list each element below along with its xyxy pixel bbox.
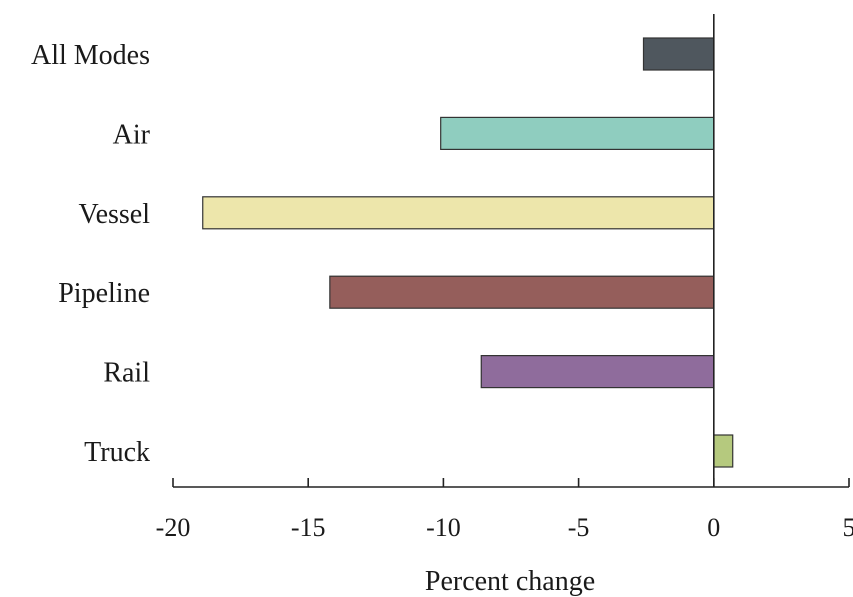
category-label: Rail: [103, 358, 150, 389]
category-label: Truck: [84, 437, 150, 468]
category-label: Pipeline: [58, 278, 150, 309]
category-label: Vessel: [78, 199, 150, 230]
x-tick-label: -10: [426, 513, 461, 542]
bar-vessel: [202, 196, 715, 230]
x-tick-label: 0: [707, 513, 720, 542]
bar-truck: [713, 434, 734, 468]
x-tick-label: -20: [156, 513, 191, 542]
x-tick-label: -5: [568, 513, 590, 542]
bar-rail: [480, 355, 715, 389]
x-ticks-layer: -20 -15 -10 -5 0 5: [156, 478, 853, 542]
x-axis-title: Percent change: [425, 566, 595, 597]
axes-layer: [173, 14, 849, 488]
bar-pipeline: [329, 275, 715, 309]
bar-air: [440, 116, 715, 151]
x-tick-label: -15: [291, 513, 326, 542]
x-tick-label: 5: [843, 513, 853, 542]
category-label: All Modes: [31, 40, 150, 71]
category-labels-layer: All Modes Air Vessel Pipeline Rail Truck: [31, 40, 151, 468]
category-label: Air: [113, 119, 151, 150]
bar-all-modes: [642, 37, 715, 71]
bars-layer: [202, 37, 734, 468]
